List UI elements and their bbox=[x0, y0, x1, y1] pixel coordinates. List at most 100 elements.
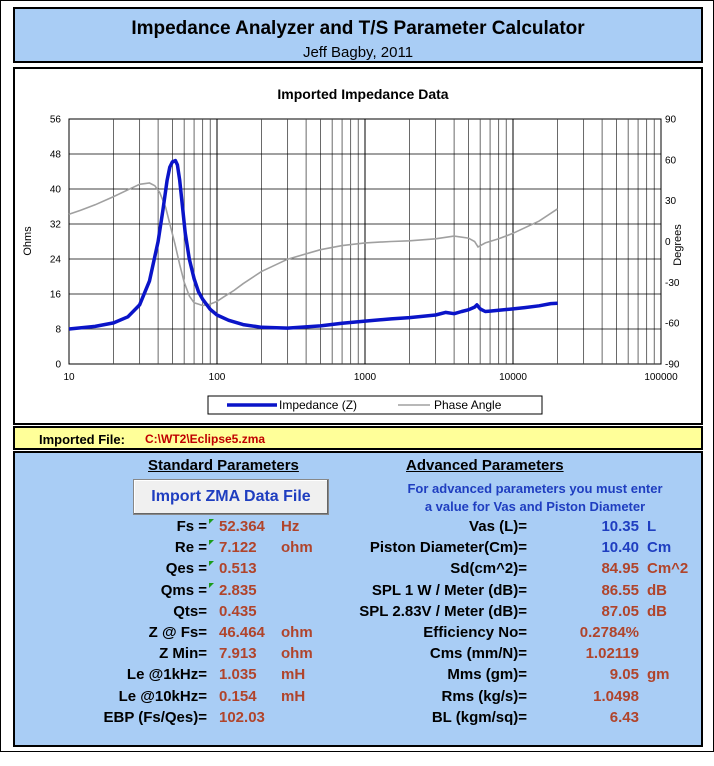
advanced-param-label: SPL 2.83V / Meter (dB)= bbox=[359, 602, 527, 620]
advanced-param-unit: dB bbox=[647, 581, 667, 599]
advanced-param-value: 0.2784% bbox=[579, 624, 639, 641]
y-tick-label: 48 bbox=[50, 150, 62, 161]
advanced-param-label: SPL 1 W / Meter (dB)= bbox=[371, 581, 527, 599]
parameters-panel: Standard Parameters Advanced Parameters … bbox=[13, 451, 703, 747]
advanced-param-value: 10.40 bbox=[601, 539, 639, 557]
standard-param-value: 102.03 bbox=[219, 708, 265, 726]
advanced-param-value: 1.0498 bbox=[593, 687, 639, 705]
phase-series-line bbox=[68, 182, 559, 307]
title-panel: Impedance Analyzer and T/S Parameter Cal… bbox=[13, 7, 703, 63]
y-axis-label: Ohms bbox=[22, 226, 34, 256]
advanced-param-label: Piston Diameter(Cm)= bbox=[369, 539, 527, 557]
standard-param-label: Le @10kHz= bbox=[118, 687, 207, 705]
advanced-param-value: 84.95 bbox=[601, 560, 639, 578]
input-cell-marker bbox=[209, 540, 214, 546]
standard-param-label: Re = bbox=[174, 539, 207, 557]
x-tick-label: 100 bbox=[209, 372, 226, 383]
standard-param-label: Qms = bbox=[160, 581, 207, 599]
y-tick-label: 32 bbox=[50, 220, 62, 231]
y-tick-label: 0 bbox=[55, 360, 61, 371]
chart-title: Imported Impedance Data bbox=[277, 86, 448, 102]
impedance-series-line bbox=[68, 158, 558, 331]
imported-file-bar: Imported File: C:\WT2\Eclipse5.zma bbox=[13, 426, 703, 450]
advanced-param-label: Vas (L)= bbox=[469, 518, 527, 535]
standard-param-value: 52.364 bbox=[219, 518, 265, 535]
standard-param-label: Z Min= bbox=[159, 645, 207, 663]
advanced-param-label: Cms (mm/N)= bbox=[429, 645, 527, 663]
legend: Impedance (Z) Phase Angle bbox=[207, 395, 543, 415]
advanced-param-unit: Cm^2 bbox=[647, 560, 689, 578]
standard-param-unit: ohm bbox=[281, 645, 313, 663]
advanced-note: For advanced parameters you must enter a… bbox=[375, 480, 695, 516]
advanced-param-value: 1.02119 bbox=[585, 645, 639, 663]
standard-param-value: 7.122 bbox=[219, 539, 257, 557]
x-tick-label: 10 bbox=[63, 372, 75, 383]
x-tick-label: 1000 bbox=[354, 372, 377, 383]
standard-param-value: 7.913 bbox=[219, 645, 257, 663]
advanced-param-unit: dB bbox=[647, 602, 667, 620]
standard-param-value: 0.154 bbox=[219, 687, 257, 705]
input-cell-marker bbox=[209, 561, 214, 567]
y2-tick-label: -60 bbox=[665, 319, 680, 330]
x-tick-label: 100000 bbox=[644, 372, 678, 383]
imported-file-path: C:\WT2\Eclipse5.zma bbox=[145, 432, 266, 446]
legend-phase-label: Phase Angle bbox=[434, 398, 502, 412]
advanced-param-label: Mms (gm)= bbox=[447, 666, 527, 684]
y-tick-label: 56 bbox=[50, 115, 62, 126]
chart-panel: Imported Impedance Data 0 8 16 24 32 40 48 56 -… bbox=[13, 67, 703, 425]
advanced-param-label: Sd(cm^2)= bbox=[450, 560, 527, 578]
y2-tick-label: 90 bbox=[665, 115, 677, 126]
advanced-param-label: BL (kgm/sq)= bbox=[431, 708, 527, 726]
legend-impedance-label: Impedance (Z) bbox=[279, 398, 357, 412]
standard-param-label: Le @1kHz= bbox=[126, 666, 207, 684]
advanced-parameters-heading: Advanced Parameters bbox=[406, 457, 564, 474]
advanced-note-line2: a value for Vas and Piston Diameter bbox=[424, 499, 646, 514]
advanced-param-value: 86.55 bbox=[601, 581, 639, 599]
standard-param-unit: ohm bbox=[281, 539, 313, 557]
standard-param-unit: Hz bbox=[281, 518, 300, 535]
y-tick-label: 24 bbox=[50, 255, 62, 266]
y2-axis-label: Degrees bbox=[672, 224, 684, 266]
standard-param-unit: ohm bbox=[281, 624, 313, 641]
x-tick-label: 10000 bbox=[499, 372, 527, 383]
standard-param-unit: mH bbox=[281, 666, 306, 684]
author-line: Jeff Bagby, 2011 bbox=[302, 44, 414, 61]
y2-tick-label: 30 bbox=[665, 196, 677, 207]
y-tick-label: 8 bbox=[55, 325, 61, 336]
input-cell-marker bbox=[209, 582, 214, 588]
advanced-param-label: Efficiency No= bbox=[423, 624, 527, 641]
standard-param-value: 1.035 bbox=[219, 666, 257, 684]
y2-tick-label: 60 bbox=[665, 155, 677, 166]
advanced-param-label: Rms (kg/s)= bbox=[441, 687, 527, 705]
standard-param-label: Qes = bbox=[165, 560, 207, 578]
standard-param-label: Qts= bbox=[173, 602, 207, 620]
advanced-param-value: 87.05 bbox=[601, 602, 639, 620]
advanced-param-value: 6.43 bbox=[609, 708, 639, 726]
advanced-param-unit: L bbox=[647, 518, 657, 535]
standard-param-unit: mH bbox=[281, 687, 306, 705]
input-cell-marker bbox=[209, 519, 214, 524]
standard-param-label: EBP (Fs/Qes)= bbox=[103, 708, 207, 726]
advanced-note-line1: For advanced parameters you must enter bbox=[407, 481, 663, 496]
y-tick-label: 16 bbox=[50, 290, 62, 301]
app-title: Impedance Analyzer and T/S Parameter Cal… bbox=[131, 18, 585, 39]
standard-param-label: Z @ Fs= bbox=[148, 624, 207, 641]
y-tick-label: 40 bbox=[50, 185, 62, 196]
impedance-chart: Imported Impedance Data 0 8 16 24 32 40 48 56 -… bbox=[22, 86, 684, 415]
advanced-param-value: 9.05 bbox=[609, 666, 639, 684]
y2-tick-label: -30 bbox=[665, 278, 680, 289]
standard-param-value: 0.435 bbox=[219, 602, 257, 620]
advanced-param-value: 10.35 bbox=[601, 518, 639, 535]
standard-param-value: 0.513 bbox=[219, 560, 257, 578]
standard-param-value: 2.835 bbox=[219, 581, 257, 599]
import-zma-button[interactable]: Import ZMA Data File bbox=[133, 479, 329, 515]
y2-tick-label: -90 bbox=[665, 360, 680, 371]
imported-file-label: Imported File: bbox=[39, 432, 125, 447]
standard-param-label: Fs = bbox=[176, 518, 207, 535]
standard-parameters-heading: Standard Parameters bbox=[148, 457, 299, 474]
y2-tick-label: 0 bbox=[665, 237, 671, 248]
standard-param-value: 46.464 bbox=[219, 624, 265, 641]
advanced-param-unit: Cm bbox=[647, 539, 672, 557]
advanced-param-unit: gm bbox=[647, 666, 670, 684]
